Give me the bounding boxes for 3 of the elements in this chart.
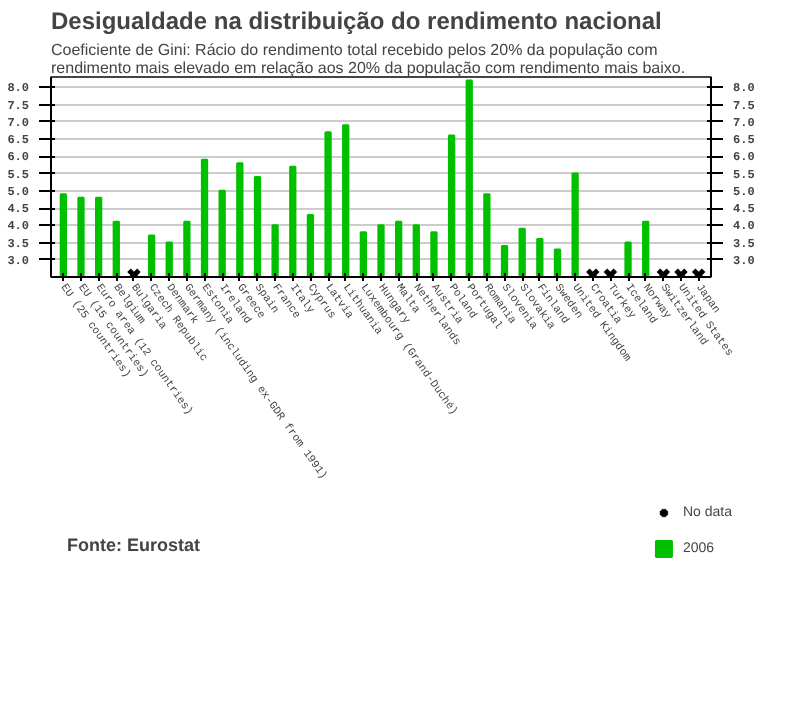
chart-subtitle: Coeficiente de Gini: Rácio do rendimento total recebido pelos 20% da população com rendimento mais elevado em relação aos 20% da população com rendimento mais baixo. — [51, 41, 686, 77]
source-note: Fonte: Eurostat — [67, 535, 200, 555]
chart-title: Desigualdade na distribuição do rendimento nacional — [51, 7, 662, 35]
